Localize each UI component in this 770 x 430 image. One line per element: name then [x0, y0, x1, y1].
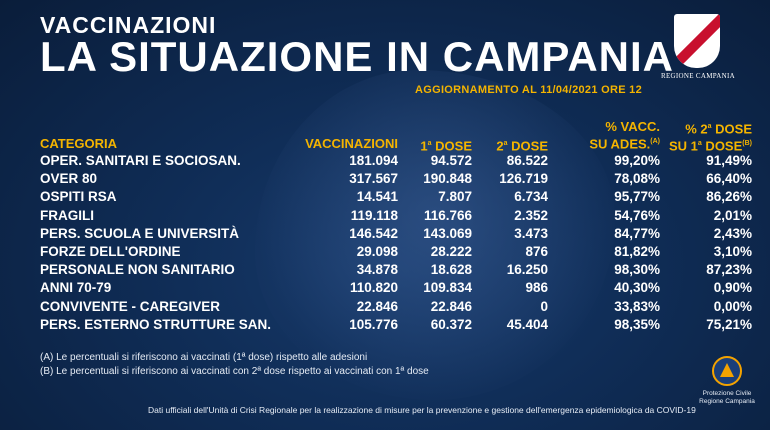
protezione-civile-icon — [712, 356, 742, 386]
row-seconda-dose: 86.522 — [506, 153, 548, 168]
table-row: FORZE DELL'ORDINE 29.098 28.222 876 81,82% 3,… — [0, 243, 770, 261]
row-perc-seconda: 87,23% — [706, 262, 752, 278]
header-kicker: VACCINAZIONI — [40, 12, 217, 38]
row-prima-dose: 7.807 — [438, 189, 472, 205]
row-vaccinazioni: 14.541 — [356, 189, 398, 205]
header-categoria: CATEGORIA — [40, 136, 118, 151]
row-categoria: FRAGILI — [40, 207, 94, 223]
row-seconda-dose: 3.473 — [514, 225, 548, 241]
row-vaccinazioni: 119.118 — [350, 207, 398, 223]
row-categoria: FORZE DELL'ORDINE — [40, 243, 181, 259]
page-title: LA SITUAZIONE IN CAMPANIA — [40, 33, 674, 80]
regione-campania-shield-icon — [674, 14, 720, 68]
row-vaccinazioni: 22.846 — [356, 298, 398, 314]
row-perc-seconda: 0,00% — [713, 298, 752, 314]
header-seconda-dose: 2a DOSE — [496, 138, 548, 154]
row-prima-dose: 60.372 — [430, 316, 472, 332]
row-prima-dose: 109.834 — [423, 280, 472, 296]
table-row: OSPITI RSA 14.541 7.807 6.734 95,77% 86,26% — [0, 188, 770, 206]
source-footer: Dati ufficiali dell'Unità di Crisi Regio… — [148, 405, 696, 415]
row-perc-seconda: 3,10% — [713, 243, 752, 259]
row-prima-dose: 22.846 — [430, 298, 472, 314]
row-vaccinazioni: 317.567 — [349, 171, 398, 187]
row-vaccinazioni: 110.820 — [349, 280, 398, 296]
row-perc-vacc: 33,83% — [614, 298, 660, 314]
row-perc-seconda: 0,90% — [713, 280, 752, 296]
row-perc-vacc: 95,77% — [614, 189, 660, 205]
row-vaccinazioni: 105.776 — [349, 316, 398, 332]
table-row: CONVIVENTE - CAREGIVER 22.846 22.846 0 33,83… — [0, 298, 770, 316]
row-seconda-dose: 2.352 — [514, 207, 548, 223]
row-categoria: OSPITI RSA — [40, 189, 117, 205]
header-perc-vacc-su-adesioni: % VACC. SU ADES.(A) — [589, 119, 660, 152]
row-seconda-dose: 986 — [525, 280, 548, 296]
row-prima-dose: 143.069 — [423, 225, 472, 241]
row-perc-seconda: 66,40% — [706, 171, 752, 187]
row-seconda-dose: 126.719 — [499, 171, 548, 187]
row-prima-dose: 18.628 — [430, 262, 472, 278]
update-timestamp: AGGIORNAMENTO AL 11/04/2021 ORE 12 — [415, 84, 643, 96]
row-perc-seconda: 2,01% — [713, 207, 752, 223]
row-perc-seconda: 2,43% — [713, 225, 752, 241]
table-row: ANNI 70-79 110.820 109.834 986 40,30% 0,90% — [0, 279, 770, 297]
row-perc-vacc: 81,82% — [614, 243, 660, 259]
footnote-b: (B) Le percentuali si riferiscono ai vac… — [40, 366, 429, 377]
row-seconda-dose: 16.250 — [506, 262, 548, 278]
regione-campania-logo: REGIONE CAMPANIA — [660, 12, 736, 84]
table-row: PERS. SCUOLA E UNIVERSITÀ 146.542 143.069 3… — [0, 225, 770, 243]
row-perc-vacc: 98,35% — [614, 316, 660, 332]
header-perc-seconda-su-prima: % 2a DOSE SU 1a DOSE(B) — [669, 121, 752, 154]
table-row: OVER 80 317.567 190.848 126.719 78,08% 66,40% — [0, 170, 770, 188]
row-categoria: PERS. ESTERNO STRUTTURE SAN. — [40, 316, 272, 332]
table-row: OPER. SANITARI E SOCIOSAN. 181.094 94.572 8… — [0, 152, 770, 170]
logo-label: REGIONE CAMPANIA — [661, 72, 735, 80]
table-row: PERSONALE NON SANITARIO 34.878 18.628 16.25… — [0, 261, 770, 279]
row-categoria: ANNI 70-79 — [40, 280, 112, 296]
row-vaccinazioni: 146.542 — [349, 225, 398, 241]
protezione-civile-label: Protezione Civile Regione Campania — [699, 390, 755, 405]
row-prima-dose: 116.766 — [423, 207, 472, 223]
row-categoria: PERS. SCUOLA E UNIVERSITÀ — [40, 225, 240, 241]
row-perc-vacc: 99,20% — [614, 153, 660, 168]
row-prima-dose: 94.572 — [430, 153, 472, 168]
row-perc-vacc: 40,30% — [614, 280, 660, 296]
row-categoria: OVER 80 — [40, 171, 98, 187]
row-vaccinazioni: 34.878 — [356, 262, 398, 278]
header-prima-dose: 1a DOSE — [420, 138, 472, 154]
table-body: OPER. SANITARI E SOCIOSAN. 181.094 94.572 8… — [0, 152, 770, 334]
table-row: FRAGILI 119.118 116.766 2.352 54,76% 2,01% — [0, 207, 770, 225]
row-categoria: OPER. SANITARI E SOCIOSAN. — [40, 153, 241, 168]
header-vaccinazioni: VACCINAZIONI — [305, 136, 398, 151]
row-seconda-dose: 876 — [525, 243, 548, 259]
row-seconda-dose: 45.404 — [506, 316, 548, 332]
table-row: PERS. ESTERNO STRUTTURE SAN. 105.776 60.37… — [0, 316, 770, 334]
protezione-civile-logo: Protezione Civile Regione Campania — [692, 356, 762, 426]
row-vaccinazioni: 29.098 — [356, 243, 398, 259]
row-perc-vacc: 84,77% — [614, 225, 660, 241]
footnotes: (A) Le percentuali si riferiscono ai vac… — [40, 351, 429, 379]
row-perc-vacc: 78,08% — [614, 171, 660, 187]
campania-map-background — [255, 70, 615, 400]
row-perc-vacc: 54,76% — [614, 207, 660, 223]
row-perc-seconda: 86,26% — [706, 189, 752, 205]
row-categoria: CONVIVENTE - CAREGIVER — [40, 298, 221, 314]
row-perc-seconda: 91,49% — [706, 153, 752, 168]
row-vaccinazioni: 181.094 — [349, 153, 398, 168]
table-header: CATEGORIA VACCINAZIONI 1a DOSE 2a DOSE %… — [0, 119, 770, 155]
row-perc-vacc: 98,30% — [614, 262, 660, 278]
row-prima-dose: 28.222 — [430, 243, 472, 259]
row-seconda-dose: 6.734 — [514, 189, 548, 205]
row-prima-dose: 190.848 — [423, 171, 472, 187]
row-categoria: PERSONALE NON SANITARIO — [40, 262, 235, 278]
footnote-a: (A) Le percentuali si riferiscono ai vac… — [40, 352, 368, 363]
row-seconda-dose: 0 — [540, 298, 548, 314]
row-perc-seconda: 75,21% — [706, 316, 752, 332]
